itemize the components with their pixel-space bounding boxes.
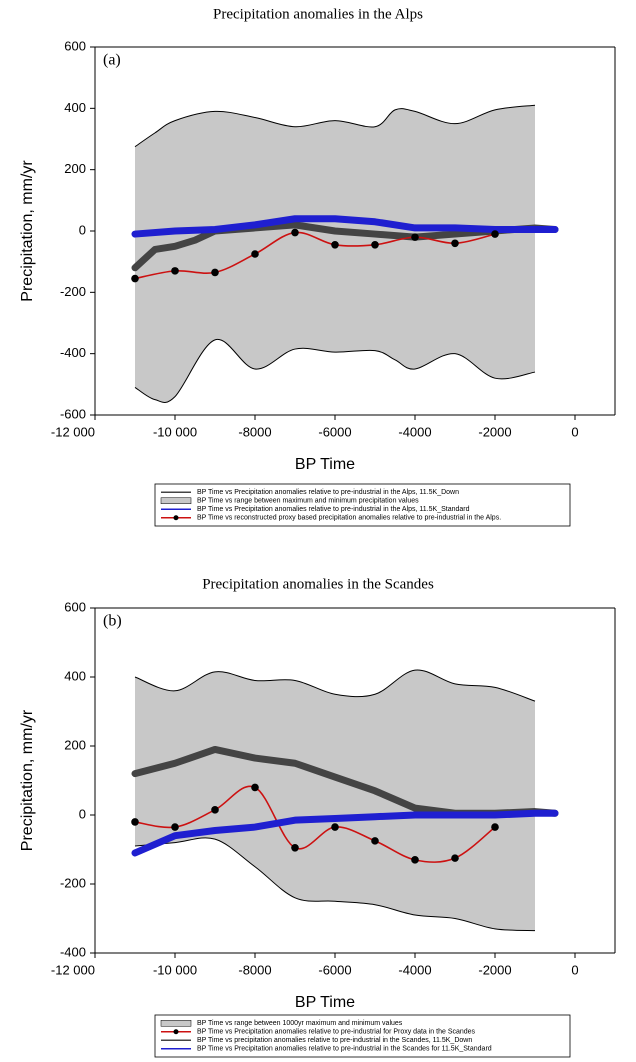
data-point <box>211 806 219 814</box>
x-tick-label: 0 <box>571 962 578 977</box>
x-tick-label: -12 000 <box>51 962 95 977</box>
data-point <box>411 233 419 241</box>
legend-label: BP Time vs Precipitation anomalies relat… <box>197 506 470 513</box>
series-line <box>134 785 496 863</box>
y-tick-label: -400 <box>60 345 86 360</box>
data-point <box>491 823 499 831</box>
x-tick-label: -4000 <box>398 424 431 439</box>
x-axis-label: BP Time <box>295 994 355 1011</box>
band-upper-edge <box>134 104 536 148</box>
y-tick-label: 200 <box>64 161 86 176</box>
data-point <box>131 274 139 283</box>
data-point <box>371 241 379 249</box>
chart-title: Precipitation anomalies in the Scandes <box>202 576 434 592</box>
band-lower-edge <box>134 339 536 403</box>
x-tick-label: -2000 <box>478 424 511 439</box>
legend-box <box>154 483 571 527</box>
legend-marker <box>173 515 179 521</box>
legend-swatch <box>160 497 192 504</box>
band-lower-edge <box>134 837 536 932</box>
panel-label: (a) <box>103 52 121 69</box>
data-point <box>171 267 179 275</box>
range-band <box>135 105 535 403</box>
data-point <box>491 230 499 238</box>
chart-title: Precipitation anomalies in the Alps <box>213 6 423 22</box>
data-point <box>171 823 179 831</box>
x-axis-label: BP Time <box>295 456 355 473</box>
data-point <box>251 783 259 792</box>
x-tick-label: -2000 <box>478 962 511 977</box>
legend-label: BP Time vs range between 1000yr maximum … <box>197 1020 403 1027</box>
y-tick-label: 400 <box>64 668 86 683</box>
data-point <box>211 268 219 277</box>
y-axis-label: Precipitation, mm/yr <box>19 709 36 851</box>
y-axis-label: Precipitation, mm/yr <box>19 160 36 302</box>
y-tick-label: 0 <box>79 222 86 237</box>
x-tick-label: -4000 <box>398 962 431 977</box>
panel-label: (b) <box>103 613 122 630</box>
data-point <box>331 241 339 249</box>
legend-label: BP Time vs Precipitation anomalies relat… <box>197 1029 476 1036</box>
data-point <box>451 854 459 862</box>
y-tick-label: 0 <box>79 806 86 821</box>
legend-label: BP Time vs range between maximum and min… <box>197 498 419 505</box>
y-tick-label: -200 <box>60 875 86 890</box>
x-tick-label: -6000 <box>318 962 351 977</box>
data-point <box>451 239 459 248</box>
legend-swatch <box>160 1020 192 1027</box>
x-tick-label: -12 000 <box>51 424 95 439</box>
legend-label: BP Time vs Precipitation anomalies relat… <box>197 1046 492 1053</box>
series-line <box>131 215 559 238</box>
data-point <box>411 856 419 864</box>
series-line <box>134 231 496 280</box>
data-point <box>291 228 299 237</box>
series-line <box>131 809 559 857</box>
x-tick-label: 0 <box>571 424 578 439</box>
x-tick-label: -6000 <box>318 424 351 439</box>
y-tick-label: -600 <box>60 406 86 421</box>
band-upper-edge <box>134 669 536 702</box>
legend-box <box>154 1014 571 1058</box>
data-point <box>131 818 139 826</box>
x-tick-label: -10 000 <box>153 962 197 977</box>
y-tick-label: -200 <box>60 284 86 299</box>
data-point <box>371 837 379 845</box>
legend-label: BP Time vs reconstructed proxy based pre… <box>197 515 501 522</box>
y-tick-label: -400 <box>60 944 86 959</box>
legend-marker <box>173 1029 179 1035</box>
data-point <box>331 823 339 831</box>
y-tick-label: 200 <box>64 737 86 752</box>
data-point <box>291 843 299 852</box>
legend-label: BP Time vs Precipitation anomalies relat… <box>197 489 459 496</box>
y-tick-label: 400 <box>64 100 86 115</box>
y-tick-label: 600 <box>64 599 86 614</box>
data-point <box>251 250 259 258</box>
x-tick-label: -8000 <box>238 962 271 977</box>
range-band <box>135 669 535 931</box>
y-tick-label: 600 <box>64 38 86 53</box>
x-tick-label: -10 000 <box>153 424 197 439</box>
x-tick-label: -8000 <box>238 424 271 439</box>
legend-label: BP Time vs precipitation anomalies relat… <box>197 1037 472 1044</box>
